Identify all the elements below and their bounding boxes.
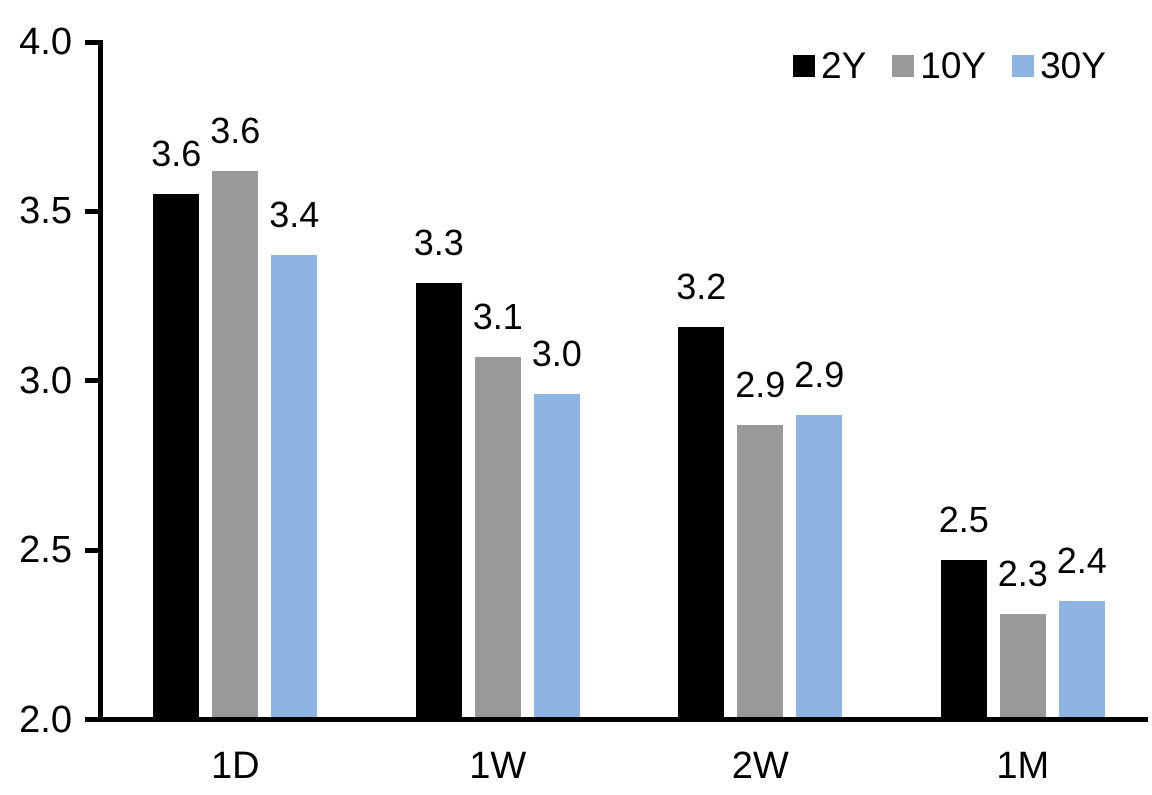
- x-axis-category-label: 2W: [731, 745, 789, 787]
- bar-value-label: 2.4: [1056, 539, 1107, 581]
- bar-value-label: 2.9: [735, 363, 786, 405]
- bar-value-label: 3.2: [676, 265, 727, 307]
- x-axis-line: [98, 717, 1148, 722]
- bar-value-label: 2.9: [794, 353, 845, 395]
- x-axis-category-label: 1M: [996, 745, 1050, 787]
- legend-item-30y: 30Y: [1012, 47, 1106, 84]
- y-axis-tick-label: 4.0: [19, 21, 72, 63]
- legend-item-2y: 2Y: [793, 47, 866, 84]
- legend-swatch-icon: [793, 54, 815, 77]
- bar-30y-2w: [796, 414, 843, 717]
- y-axis-tick: [85, 208, 98, 214]
- y-axis-tick-label: 3.0: [19, 359, 72, 402]
- legend-swatch-icon: [1012, 54, 1035, 77]
- y-axis-tick-label: 3.5: [19, 190, 72, 233]
- bar-value-label: 2.5: [938, 499, 989, 541]
- bar-value-label: 3.6: [151, 133, 202, 175]
- legend-swatch-icon: [892, 54, 915, 77]
- bar-10y-1m: [999, 614, 1046, 717]
- y-axis-tick: [85, 547, 98, 553]
- bar-value-label: 2.3: [997, 553, 1048, 595]
- x-axis-category-label: 1W: [469, 745, 527, 787]
- bar-30y-1d: [271, 255, 318, 717]
- legend-label: 10Y: [920, 45, 987, 86]
- bar-2y-1d: [153, 194, 200, 717]
- bar-10y-2w: [737, 424, 784, 717]
- y-axis-tick: [85, 39, 98, 45]
- y-axis-tick-label: 2.5: [19, 529, 72, 572]
- y-axis-line: [98, 40, 103, 722]
- bar-30y-1m: [1058, 600, 1105, 717]
- legend: 2Y 10Y 30Y: [793, 47, 1106, 84]
- bar-value-label: 3.4: [269, 194, 320, 236]
- bar-2y-2w: [678, 326, 725, 717]
- bar-10y-1w: [474, 357, 521, 717]
- bar-value-label: 3.6: [210, 109, 261, 151]
- legend-label: 30Y: [1040, 45, 1106, 86]
- y-axis-tick: [85, 378, 98, 384]
- bar-value-label: 3.3: [413, 221, 464, 263]
- x-axis-category-label: 1D: [210, 745, 260, 787]
- legend-label: 2Y: [821, 45, 867, 86]
- legend-item-10y: 10Y: [892, 47, 986, 84]
- bar-2y-1w: [415, 282, 462, 717]
- bar-10y-1d: [212, 170, 259, 717]
- y-axis-tick-label: 2.0: [19, 698, 72, 741]
- bar-30y-1w: [533, 394, 580, 717]
- bar-value-label: 3.0: [531, 333, 582, 375]
- bar-2y-1m: [940, 560, 987, 717]
- bar-value-label: 3.1: [472, 296, 523, 338]
- y-axis-tick: [85, 717, 98, 722]
